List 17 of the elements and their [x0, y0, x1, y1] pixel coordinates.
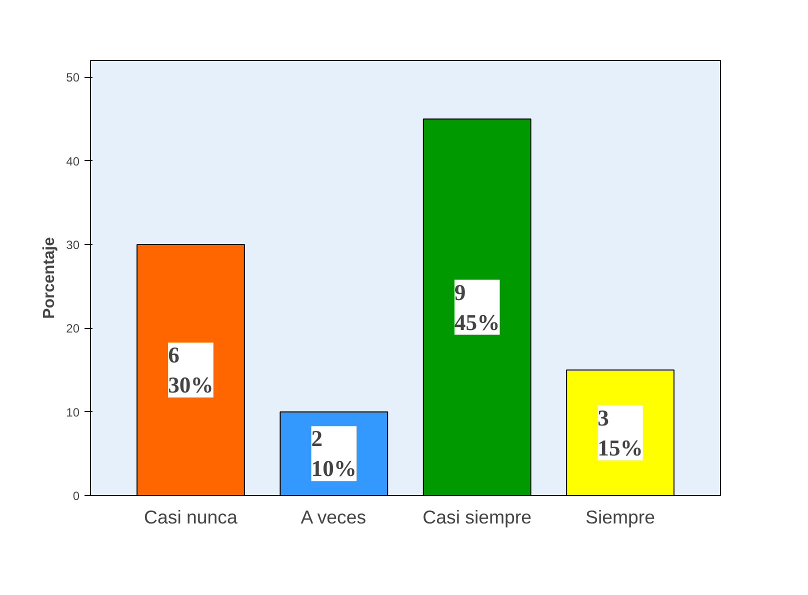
x-tick-label: Casi nunca — [144, 506, 238, 528]
x-tick-label: A veces — [300, 506, 366, 528]
y-tick-label: 50 — [66, 70, 80, 85]
data-label: 2 10% — [311, 426, 357, 482]
y-tick-label: 10 — [66, 405, 80, 420]
y-tick-label: 30 — [66, 238, 80, 252]
data-label: 6 30% — [168, 342, 214, 398]
y-tick-label: 0 — [72, 489, 80, 503]
y-axis-title: Porcentaje — [41, 236, 58, 319]
x-tick-label: Casi siempre — [422, 506, 532, 528]
x-tick-label: Siempre — [586, 506, 656, 528]
bar — [422, 118, 532, 496]
data-label: 9 45% — [454, 280, 500, 335]
y-tick-label: 20 — [66, 322, 80, 336]
y-tick-label: 40 — [66, 154, 80, 168]
bar — [136, 244, 245, 496]
data-label: 3 15% — [598, 405, 643, 460]
